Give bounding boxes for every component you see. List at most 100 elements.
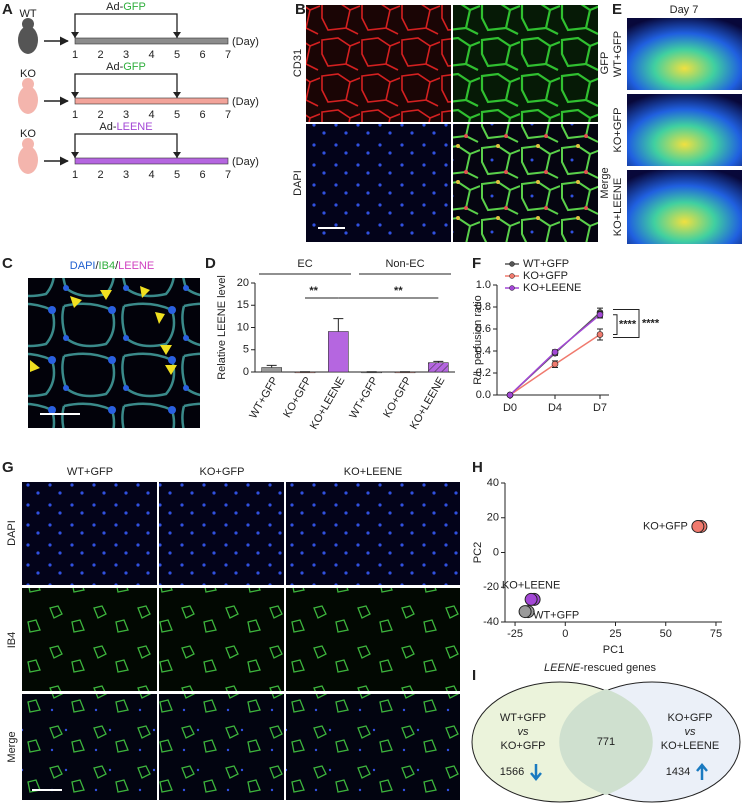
x-tick-label: KO+LEENE [308, 375, 348, 432]
point [551, 348, 559, 356]
venn-count: 771 [597, 736, 615, 748]
panel-label: D [205, 255, 216, 272]
channel-label: Merge [599, 167, 611, 198]
y-tick-label: 10 [237, 321, 249, 333]
micrograph [306, 124, 451, 242]
group-label: KO [20, 128, 36, 140]
venn-set-label: KO+GFP [501, 740, 546, 752]
day-label: 1 [72, 109, 78, 121]
agent-prefix: Ad- [99, 121, 116, 133]
channel-label: GFP [599, 52, 611, 75]
day-label: 5 [174, 109, 180, 121]
panel-label: A [2, 1, 13, 18]
bar [261, 367, 282, 373]
y-tick-label: -20 [483, 581, 499, 593]
legend-label: KO+LEENE [523, 282, 581, 294]
x-tick-label: 25 [609, 628, 621, 640]
group-label: EC [297, 258, 312, 270]
significance-label: **** [642, 317, 660, 329]
y-tick-label: 15 [237, 299, 249, 311]
mouse-icon [22, 18, 34, 30]
y-tick-label: 40 [487, 477, 499, 489]
point-label: KO+GFP [643, 520, 688, 532]
arrowheads [30, 286, 177, 375]
day-label: 6 [199, 169, 205, 181]
point [691, 519, 705, 533]
row-label: DAPI [6, 520, 18, 546]
group-label: KO+LEENE [612, 178, 624, 236]
injection-bracket [74, 133, 178, 158]
agent-prefix: Ad- [106, 1, 123, 13]
micrograph [453, 124, 598, 242]
point [518, 605, 532, 619]
y-tick-label: 0.2 [476, 367, 491, 379]
y-tick-label: 0.4 [476, 345, 491, 357]
day-label: 6 [199, 109, 205, 121]
y-tick-label: 5 [243, 344, 249, 356]
venn-set-label: vs [518, 726, 530, 738]
legend-marker [509, 273, 515, 279]
timeline-bar [74, 37, 229, 45]
panel-label: B [295, 1, 306, 18]
bar [328, 331, 349, 373]
x-tick-label: D7 [593, 402, 607, 414]
y-tick-label: 0.8 [476, 301, 491, 313]
arrowhead [71, 152, 79, 158]
significance-label: ** [309, 285, 318, 297]
panel-label: E [612, 1, 622, 18]
stain-part: LEENE [118, 260, 154, 272]
y-tick-label: 1.0 [476, 279, 491, 291]
x-tick-label: -25 [507, 628, 523, 640]
injection-label: Ad-GFP [106, 61, 146, 73]
arrowhead [173, 92, 181, 98]
stain-part: / [115, 260, 119, 272]
x-tick-label: D0 [503, 402, 517, 414]
y-axis-label: Relative LEENE level [216, 275, 228, 380]
y-tick-label: 20 [237, 277, 249, 289]
day-unit: (Day) [232, 96, 259, 108]
panel-title: Day 7 [670, 4, 699, 16]
point [596, 311, 604, 319]
significance-label: ** [394, 285, 403, 297]
agent-name: LEENE [117, 121, 153, 133]
up-arrow [696, 763, 708, 780]
day-label: 4 [148, 169, 154, 181]
timeline-bar [74, 157, 229, 165]
venn-set-label: KO+LEENE [661, 740, 719, 752]
x-tick-label: WT+GFP [347, 375, 380, 421]
y-tick-label: -40 [483, 616, 499, 628]
micrograph [453, 5, 598, 122]
injection-bracket [74, 73, 178, 98]
venn-count: 1566 [500, 766, 524, 778]
row-label: Merge [6, 731, 18, 762]
day-label: 6 [199, 49, 205, 61]
injection-label: Ad-GFP [106, 1, 146, 13]
x-tick-label: D4 [548, 402, 562, 414]
injection-bracket [74, 13, 178, 38]
venn-count: 1434 [666, 766, 690, 778]
significance-bracket [613, 314, 618, 335]
y-tick-label: 20 [487, 512, 499, 524]
mouse-icon [18, 26, 38, 54]
mouse-icon [22, 138, 34, 150]
day-label: 2 [97, 49, 103, 61]
perfusion-image [627, 94, 742, 166]
error-bar [333, 318, 344, 332]
x-tick-label: WT+GFP [247, 375, 280, 421]
panel-label: F [472, 255, 481, 272]
arrowhead [173, 152, 181, 158]
error-bar [433, 360, 444, 363]
x-tick-label: KO+GFP [281, 375, 314, 420]
agent-name: GFP [123, 61, 146, 73]
group-label: WT+GFP [612, 31, 624, 77]
day-label: 4 [148, 49, 154, 61]
agent-name: GFP [123, 1, 146, 13]
legend-marker [509, 285, 515, 291]
stain-part: DAPI [70, 260, 96, 272]
venn-title-rest: -rescued genes [580, 662, 656, 674]
injection-label: Ad-LEENE [99, 121, 152, 133]
row-label: IB4 [6, 632, 18, 649]
day-label: 7 [225, 109, 231, 121]
x-axis-label: PC1 [603, 644, 624, 656]
legend-label: WT+GFP [523, 258, 569, 270]
